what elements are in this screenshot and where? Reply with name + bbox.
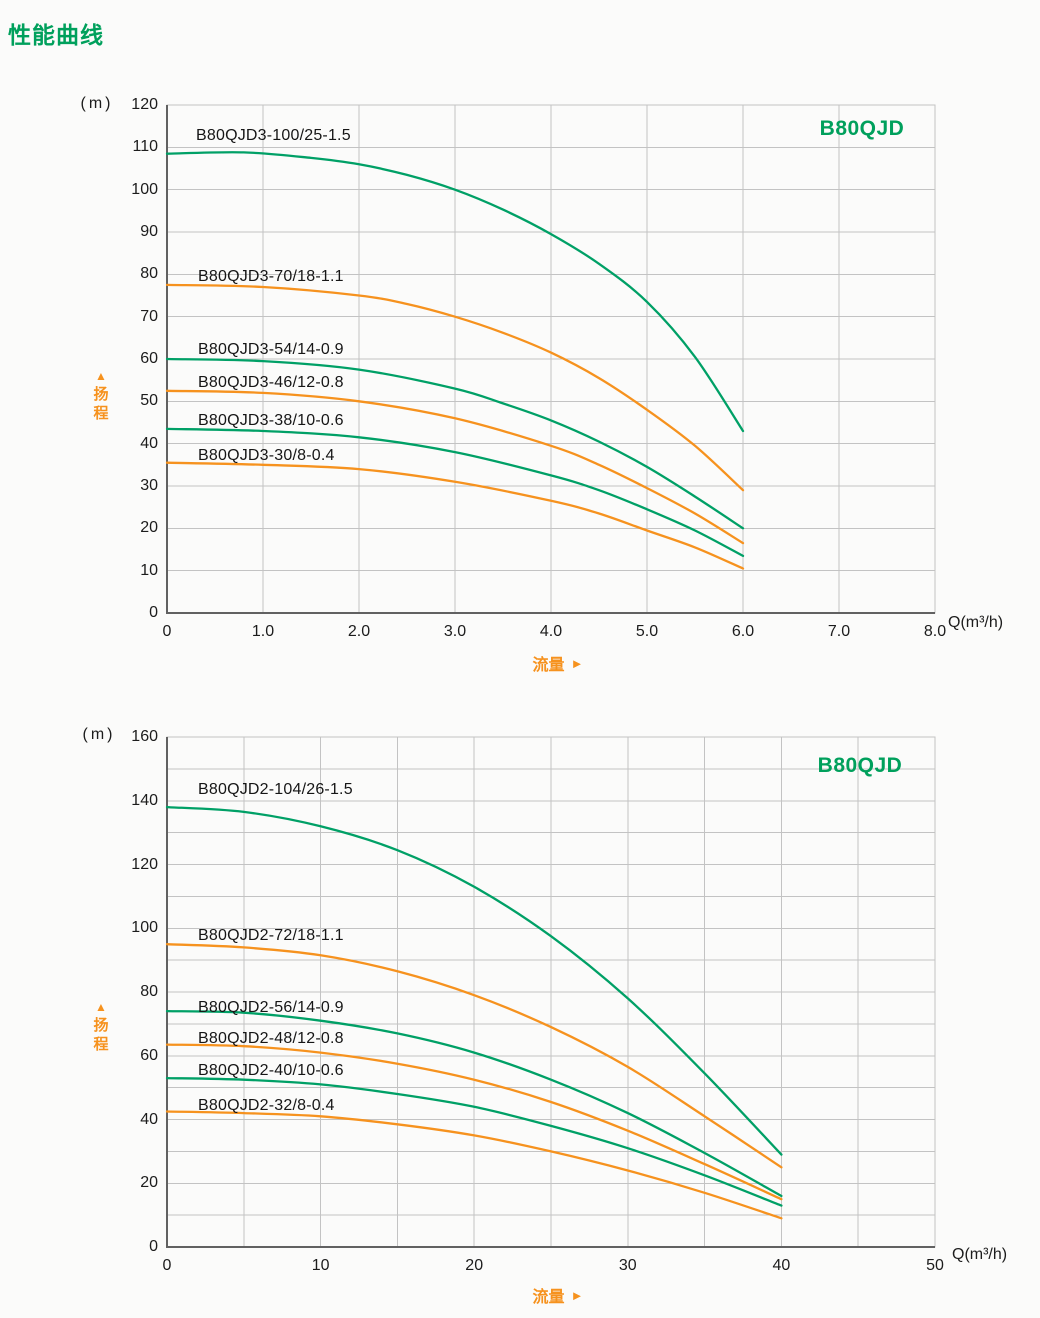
up-arrow-icon: ▲: [95, 1000, 107, 1014]
y-axis-unit: (m): [80, 95, 114, 112]
chart-title: B80QJD: [817, 754, 903, 777]
curve-pump-curve-chart-b80qjd3-1: [165, 283, 745, 492]
x-tick-label: 0: [162, 623, 172, 640]
curve-pump-curve-chart-b80qjd3-0: [165, 151, 745, 433]
up-arrow-icon: ▲: [95, 369, 107, 383]
x-axis-flow-label: 流量 ►: [533, 651, 584, 675]
curve-pump-curve-chart-b80qjd3-4: [165, 427, 745, 558]
curve-pump-curve-chart-b80qjd3-5: [165, 461, 745, 570]
y-tick-label: 60: [140, 350, 158, 367]
y-tick-label: 80: [140, 265, 158, 283]
y-tick-label: 20: [140, 519, 158, 537]
curve-label: B80QJD3-100/25-1.5: [196, 127, 351, 144]
curve-label: B80QJD2-56/14-0.9: [198, 999, 344, 1016]
x-tick-label: 50: [926, 1257, 944, 1274]
y-axis-unit: (m): [82, 726, 116, 743]
y-tick-label: 40: [140, 1110, 158, 1128]
curve-pump-curve-chart-b80qjd2-0: [165, 805, 783, 1156]
right-arrow-icon: ►: [570, 655, 584, 671]
y-tick-label: 120: [131, 855, 158, 873]
curve-pump-curve-chart-b80qjd2-3: [165, 1043, 783, 1201]
curve-label: B80QJD3-54/14-0.9: [198, 341, 344, 358]
x-axis-unit: Q(m³/h): [952, 1246, 1008, 1263]
curve-label: B80QJD3-38/10-0.6: [198, 412, 344, 429]
curve-label: B80QJD2-72/18-1.1: [198, 927, 344, 944]
y-tick-label: 50: [140, 392, 158, 410]
x-tick-label: 3.0: [443, 623, 467, 640]
curve-pump-curve-chart-b80qjd2-1: [165, 943, 783, 1169]
y-tick-label: 0: [149, 604, 158, 621]
curve-label: B80QJD2-40/10-0.6: [198, 1062, 344, 1079]
y-tick-label: 70: [140, 307, 158, 325]
curve-label: B80QJD3-30/8-0.4: [198, 447, 335, 464]
right-arrow-icon: ►: [570, 1287, 584, 1303]
y-tick-label: 110: [132, 138, 158, 156]
curve-pump-curve-chart-b80qjd2-5: [165, 1110, 783, 1220]
chart-title: B80QJD: [819, 117, 905, 140]
x-axis-unit: Q(m³/h): [948, 614, 1004, 631]
curve-label: B80QJD2-32/8-0.4: [198, 1097, 335, 1114]
head-label-char: 扬: [93, 1017, 109, 1034]
y-tick-label: 100: [131, 180, 158, 198]
x-tick-label: 8.0: [923, 623, 947, 640]
x-tick-label: 10: [311, 1257, 330, 1274]
y-tick-label: 10: [140, 561, 158, 579]
y-tick-label: 100: [131, 919, 158, 937]
x-tick-label: 5.0: [635, 623, 659, 640]
y-tick-label: 120: [131, 96, 158, 113]
y-axis-head-label: ▲ 扬程: [93, 368, 108, 423]
y-tick-label: 140: [131, 791, 158, 809]
y-tick-label: 20: [140, 1174, 158, 1192]
y-tick-label: 60: [140, 1046, 158, 1064]
x-tick-label: 6.0: [731, 623, 755, 640]
curve-label: B80QJD2-48/12-0.8: [198, 1030, 344, 1047]
y-tick-label: 0: [149, 1238, 158, 1255]
y-tick-label: 80: [140, 983, 158, 1000]
curve-label: B80QJD2-104/26-1.5: [198, 781, 353, 798]
y-tick-label: 160: [131, 728, 158, 745]
curve-pump-curve-chart-b80qjd3-3: [165, 389, 745, 545]
head-label-char: 程: [93, 405, 109, 422]
curve-label: B80QJD3-46/12-0.8: [198, 374, 344, 391]
x-tick-label: 4.0: [539, 623, 563, 640]
y-axis-head-label: ▲ 扬程: [93, 999, 108, 1054]
y-tick-label: 90: [140, 223, 158, 240]
x-tick-label: 1.0: [251, 623, 275, 640]
flow-label-text: 流量: [532, 657, 565, 674]
curve-pump-curve-chart-b80qjd3-2: [165, 357, 745, 530]
flow-label-text: 流量: [532, 1289, 565, 1306]
x-tick-label: 2.0: [347, 623, 371, 640]
head-label-char: 程: [93, 1036, 109, 1053]
x-axis-flow-label: 流量 ►: [533, 1283, 584, 1307]
page-title: 性能曲线: [8, 22, 104, 48]
head-label-char: 扬: [93, 386, 109, 403]
curve-label: B80QJD3-70/18-1.1: [198, 268, 344, 285]
x-tick-label: 30: [618, 1257, 637, 1274]
y-tick-label: 40: [140, 434, 158, 452]
y-tick-label: 30: [140, 477, 158, 494]
x-tick-label: 0: [162, 1257, 172, 1274]
x-tick-label: 7.0: [827, 623, 851, 640]
x-tick-label: 40: [772, 1257, 791, 1274]
x-tick-label: 20: [465, 1257, 484, 1274]
curve-pump-curve-chart-b80qjd2-4: [165, 1076, 783, 1207]
curve-pump-curve-chart-b80qjd2-2: [165, 1009, 783, 1198]
